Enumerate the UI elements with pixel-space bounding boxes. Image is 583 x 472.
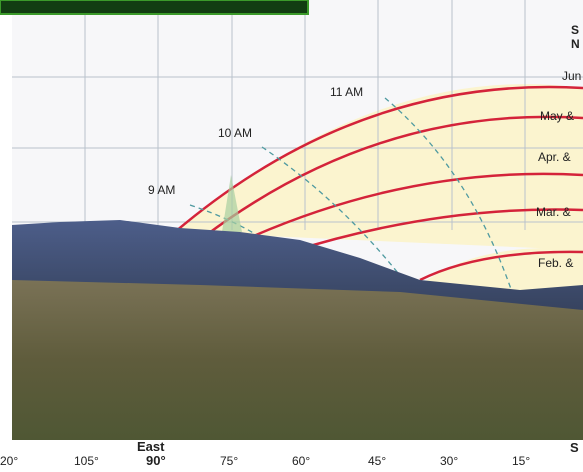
axis-label: 15° xyxy=(512,454,530,468)
ground xyxy=(12,280,583,440)
hour-label: 10 AM xyxy=(218,126,252,140)
hour-label: 9 AM xyxy=(148,183,175,197)
axis-label: 105° xyxy=(74,454,99,468)
axis-label: 20° xyxy=(0,454,18,468)
sun-paths xyxy=(174,85,583,282)
header-bar xyxy=(0,0,309,15)
axis-label: 60° xyxy=(292,454,310,468)
corner-label: S xyxy=(571,23,579,37)
shadow-marker xyxy=(222,175,242,232)
axis-label: 75° xyxy=(220,454,238,468)
axis-label: 90° xyxy=(146,453,166,468)
axis-label: 30° xyxy=(440,454,458,468)
x-axis: 20° 105° 90° 75° 60° 45° 30° 15° S xyxy=(0,440,579,468)
sun-path-area xyxy=(175,84,583,300)
axis-label: 45° xyxy=(368,454,386,468)
east-label: East xyxy=(137,439,165,454)
month-label: Mar. & xyxy=(536,205,571,219)
corner-label: N xyxy=(571,37,580,51)
axis-label: S xyxy=(570,440,579,455)
month-label: Jun xyxy=(562,69,581,83)
month-label: May & xyxy=(540,109,574,123)
hour-label: 11 AM xyxy=(330,85,363,99)
month-label: Feb. & xyxy=(538,256,573,270)
month-label: Apr. & xyxy=(538,150,571,164)
